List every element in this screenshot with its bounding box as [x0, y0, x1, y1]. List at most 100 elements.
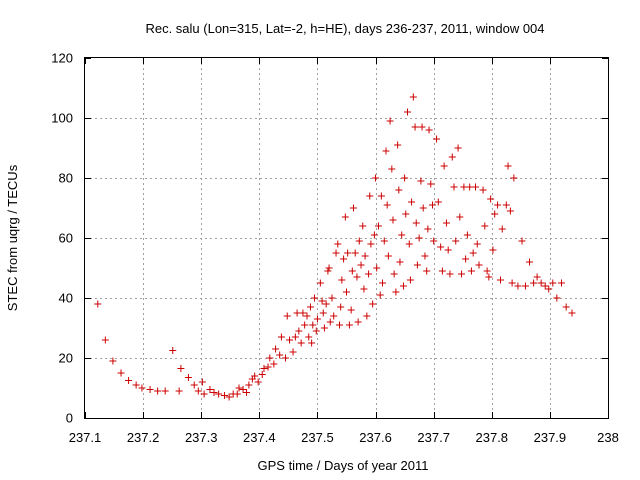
y-tick-label: 20 [59, 351, 73, 366]
data-point [330, 312, 338, 320]
data-point [485, 273, 493, 281]
data-point [289, 348, 297, 356]
data-point [373, 264, 381, 272]
data-point [537, 279, 545, 287]
data-point [562, 303, 570, 311]
data-point [413, 261, 421, 269]
data-point [473, 240, 481, 248]
data-point [467, 267, 475, 275]
data-point [345, 321, 353, 329]
data-point [251, 372, 259, 380]
data-point [343, 288, 350, 296]
data-point [297, 339, 305, 347]
data-point [361, 252, 369, 260]
data-point [138, 384, 146, 392]
data-point [374, 222, 382, 230]
data-point [264, 363, 272, 371]
data-point [306, 303, 314, 311]
data-point [311, 294, 319, 302]
data-point [175, 387, 183, 395]
data-point [322, 300, 330, 308]
data-point [354, 318, 362, 326]
data-point [154, 387, 162, 395]
data-point [220, 392, 228, 399]
data-point [450, 183, 458, 191]
data-point [498, 225, 506, 233]
data-point [462, 255, 470, 263]
data-point [412, 219, 420, 227]
data-point [491, 210, 499, 218]
data-point [545, 285, 553, 293]
data-point [502, 201, 510, 209]
data-point [390, 270, 398, 278]
data-point [434, 198, 442, 206]
x-tick-label: 237.3 [185, 430, 218, 445]
data-point [295, 327, 303, 335]
data-point [396, 258, 404, 266]
data-point [344, 249, 352, 257]
data-point [382, 147, 390, 155]
data-point [421, 252, 429, 260]
data-point [392, 288, 400, 296]
data-point [351, 249, 359, 257]
data-point [184, 374, 192, 381]
data-point [494, 201, 502, 209]
data-point [101, 336, 109, 344]
data-point [233, 390, 241, 398]
data-point [353, 273, 361, 281]
data-point [301, 321, 309, 329]
data-point [399, 282, 407, 290]
data-point [299, 309, 307, 317]
data-point [243, 389, 251, 396]
data-point [452, 237, 460, 245]
data-point [198, 378, 206, 386]
data-point [326, 318, 334, 326]
data-point [423, 267, 431, 275]
data-point [125, 377, 133, 384]
data-point [469, 249, 477, 257]
data-point [266, 354, 274, 362]
data-point [395, 186, 403, 194]
data-point [210, 389, 218, 396]
data-point [340, 255, 348, 263]
data-point [349, 204, 357, 212]
data-point [406, 276, 414, 284]
data-point [402, 210, 410, 218]
x-tick-label: 237.6 [359, 430, 392, 445]
x-axis-label: GPS time / Days of year 2011 [258, 458, 429, 473]
data-point [376, 291, 384, 299]
y-tick-label: 40 [59, 291, 73, 306]
x-tick-label: 237.8 [476, 430, 509, 445]
data-point [291, 333, 299, 341]
data-point [272, 345, 280, 353]
data-point [283, 312, 291, 320]
data-point [394, 141, 402, 149]
data-point [177, 365, 185, 372]
data-point [409, 93, 417, 101]
data-point [405, 240, 413, 248]
data-point [411, 123, 419, 131]
y-tick-label: 0 [66, 411, 73, 426]
data-point [319, 309, 327, 317]
data-point [418, 123, 426, 131]
data-point [190, 381, 198, 389]
data-point [338, 276, 346, 284]
x-tick-label: 238 [597, 430, 619, 445]
data-point [94, 300, 102, 308]
data-point [355, 237, 363, 245]
data-point [440, 162, 448, 170]
data-point [533, 273, 541, 281]
data-point [404, 108, 412, 116]
data-point [235, 384, 243, 392]
data-point [360, 285, 368, 293]
data-point [568, 309, 576, 317]
data-point [169, 347, 177, 354]
data-point [475, 261, 483, 269]
data-point [481, 222, 489, 230]
data-point [239, 386, 247, 393]
data-point [553, 294, 561, 302]
x-tick-label: 237.4 [243, 430, 276, 445]
data-point [320, 324, 328, 332]
data-point [316, 279, 324, 287]
